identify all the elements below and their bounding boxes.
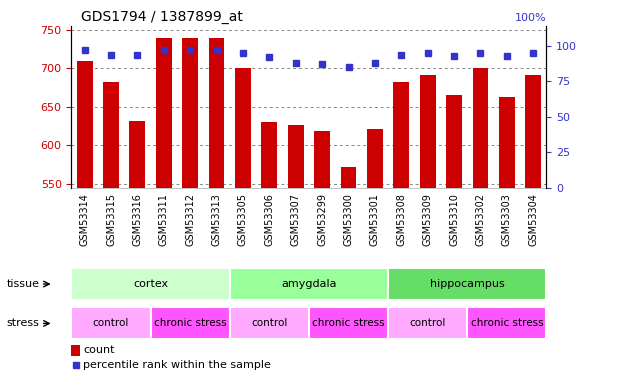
Text: GSM53311: GSM53311 xyxy=(159,194,169,246)
Bar xyxy=(103,81,119,188)
Bar xyxy=(468,308,546,339)
Text: GSM53315: GSM53315 xyxy=(106,194,116,246)
Text: GSM53300: GSM53300 xyxy=(343,194,353,246)
Text: GSM53303: GSM53303 xyxy=(502,194,512,246)
Text: tissue: tissue xyxy=(6,279,39,289)
Text: GSM53308: GSM53308 xyxy=(396,194,406,246)
Bar xyxy=(288,124,304,188)
Text: GSM53316: GSM53316 xyxy=(132,194,142,246)
Text: 100%: 100% xyxy=(515,13,546,23)
Bar xyxy=(230,268,388,300)
Bar xyxy=(156,38,171,188)
Text: GSM53312: GSM53312 xyxy=(185,194,195,246)
Text: GSM53305: GSM53305 xyxy=(238,194,248,246)
Text: GSM53302: GSM53302 xyxy=(476,194,486,246)
Text: count: count xyxy=(83,345,115,355)
Text: amygdala: amygdala xyxy=(281,279,337,289)
Bar xyxy=(150,308,230,339)
Bar xyxy=(446,95,462,188)
Bar xyxy=(388,308,468,339)
Bar xyxy=(71,345,80,356)
Bar xyxy=(71,268,230,300)
Bar xyxy=(209,38,225,188)
Text: stress: stress xyxy=(6,318,39,328)
Bar xyxy=(71,308,150,339)
Text: GSM53299: GSM53299 xyxy=(317,194,327,246)
Bar xyxy=(525,75,542,188)
Text: GSM53314: GSM53314 xyxy=(79,194,89,246)
Bar xyxy=(183,38,198,188)
Bar xyxy=(394,81,409,188)
Text: control: control xyxy=(409,318,446,328)
Text: GSM53313: GSM53313 xyxy=(212,194,222,246)
Text: GSM53307: GSM53307 xyxy=(291,194,301,246)
Bar xyxy=(261,122,277,188)
Text: chronic stress: chronic stress xyxy=(312,318,385,328)
Bar xyxy=(235,69,251,188)
Text: GDS1794 / 1387899_at: GDS1794 / 1387899_at xyxy=(81,10,243,24)
Text: chronic stress: chronic stress xyxy=(471,318,543,328)
Bar xyxy=(499,97,515,188)
Text: cortex: cortex xyxy=(133,279,168,289)
Text: control: control xyxy=(251,318,288,328)
Bar xyxy=(77,61,93,188)
Text: GSM53301: GSM53301 xyxy=(370,194,380,246)
Bar xyxy=(367,129,383,188)
Text: chronic stress: chronic stress xyxy=(154,318,227,328)
Bar xyxy=(340,167,356,188)
Bar xyxy=(388,268,546,300)
Text: percentile rank within the sample: percentile rank within the sample xyxy=(83,360,271,370)
Bar xyxy=(309,308,388,339)
Bar xyxy=(420,75,435,188)
Text: control: control xyxy=(93,318,129,328)
Text: GSM53306: GSM53306 xyxy=(265,194,274,246)
Bar xyxy=(473,69,488,188)
Bar xyxy=(230,308,309,339)
Text: GSM53304: GSM53304 xyxy=(528,194,538,246)
Bar xyxy=(129,121,145,188)
Bar xyxy=(314,130,330,188)
Text: GSM53310: GSM53310 xyxy=(449,194,459,246)
Text: GSM53309: GSM53309 xyxy=(423,194,433,246)
Text: hippocampus: hippocampus xyxy=(430,279,505,289)
